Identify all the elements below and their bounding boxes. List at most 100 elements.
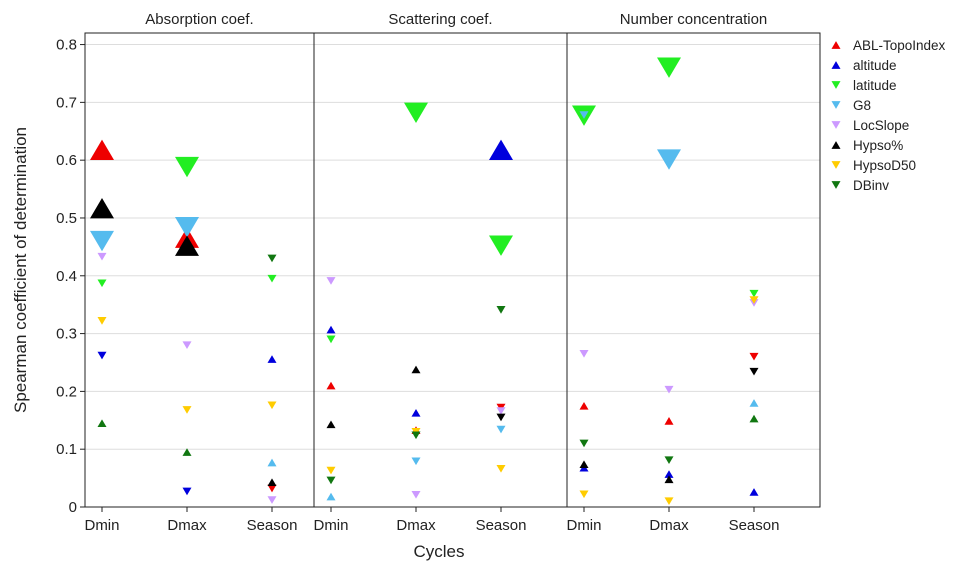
- panel-dividers: [313, 33, 568, 507]
- legend-label: ABL-TopoIndex: [853, 38, 946, 53]
- data-point: [664, 385, 674, 394]
- data-point: [326, 492, 336, 501]
- data-point: [664, 417, 674, 425]
- legend-marker: [831, 141, 841, 149]
- data-point: [496, 465, 506, 473]
- data-point: [749, 414, 759, 423]
- legend-label: LocSlope: [853, 118, 909, 133]
- legend-marker: [831, 121, 841, 129]
- x-axis: Dmin Dmax Season Dmin Dmax Season Dmin Dmax Seas…: [84, 507, 779, 534]
- panel-title: Number concentration: [620, 11, 768, 28]
- data-point: [579, 402, 589, 410]
- data-point: [267, 401, 277, 410]
- data-point: [267, 458, 277, 467]
- data-point: [579, 349, 589, 358]
- data-point: [182, 487, 192, 496]
- data-point: [749, 488, 759, 496]
- data-point: [97, 351, 107, 360]
- legend-label: HypsoD50: [853, 158, 916, 173]
- data-point: [267, 254, 277, 263]
- legend-marker: [831, 101, 841, 109]
- x-tick-label: Dmin: [566, 517, 601, 534]
- x-tick-label: Dmin: [313, 517, 348, 534]
- data-point: [267, 355, 277, 363]
- data-point: [326, 466, 336, 475]
- y-tick-label: 0.7: [56, 94, 77, 111]
- data-point: [182, 448, 192, 456]
- data-point: [267, 478, 277, 486]
- data-point: [175, 217, 199, 238]
- data-point: [664, 470, 674, 478]
- data-point: [326, 381, 336, 390]
- x-tick-label: Season: [476, 517, 527, 534]
- data-point: [267, 496, 277, 504]
- legend-label: Hypso%: [853, 138, 903, 153]
- y-tick-label: 0: [69, 499, 77, 516]
- data-point: [664, 475, 674, 484]
- data-point: [90, 197, 114, 219]
- x-tick-label: Dmax: [396, 517, 436, 534]
- data-point: [496, 425, 506, 434]
- grid-lines: [85, 44, 820, 450]
- data-point: [749, 296, 759, 304]
- x-axis-title: Cycles: [413, 542, 464, 561]
- legend-label: DBinv: [853, 178, 889, 193]
- data-point: [657, 149, 681, 170]
- data-point: [657, 57, 681, 78]
- data-point: [496, 413, 506, 422]
- legend: ABL-TopoIndex altitude latitude G8 LocSlope H…: [831, 38, 946, 193]
- data-point: [664, 497, 674, 506]
- data-point: [326, 420, 336, 429]
- data-point: [496, 407, 506, 415]
- y-tick-label: 0.3: [56, 326, 77, 343]
- data-point: [97, 317, 107, 325]
- data-point: [749, 289, 759, 298]
- data-point: [411, 431, 421, 440]
- data-point: [749, 367, 759, 376]
- y-tick-label: 0.1: [56, 441, 77, 458]
- y-tick-label: 0.5: [56, 210, 77, 227]
- y-tick-label: 0.2: [56, 383, 77, 400]
- panel-title: Scattering coef.: [388, 11, 492, 28]
- y-tick-label: 0.4: [56, 268, 77, 285]
- y-tick-label: 0.6: [56, 152, 77, 169]
- legend-label: altitude: [853, 58, 897, 73]
- data-point: [182, 406, 192, 414]
- data-point: [326, 476, 336, 485]
- data-point: [489, 235, 513, 256]
- x-tick-label: Dmax: [167, 517, 207, 534]
- data-point: [267, 484, 277, 493]
- data-point: [664, 456, 674, 465]
- data-points: [90, 57, 759, 506]
- data-point: [411, 408, 421, 417]
- data-point: [267, 274, 277, 283]
- legend-label: G8: [853, 98, 871, 113]
- data-point: [326, 335, 336, 344]
- data-point: [749, 399, 759, 407]
- data-point: [90, 230, 114, 252]
- legend-label: latitude: [853, 78, 897, 93]
- data-point: [175, 235, 199, 256]
- x-tick-label: Dmax: [649, 517, 689, 534]
- data-point: [411, 457, 421, 466]
- legend-marker: [831, 161, 841, 169]
- data-point: [579, 460, 589, 469]
- data-point: [579, 439, 589, 448]
- y-tick-label: 0.8: [56, 37, 77, 54]
- y-axis-title: Spearman coefficient of determination: [11, 127, 30, 413]
- legend-marker: [831, 61, 841, 69]
- legend-marker: [831, 181, 841, 189]
- data-point: [175, 156, 199, 178]
- x-tick-label: Dmin: [84, 517, 119, 534]
- legend-marker: [831, 81, 841, 89]
- data-point: [411, 365, 421, 374]
- x-tick-label: Season: [729, 517, 780, 534]
- data-point: [97, 419, 107, 428]
- x-tick-label: Season: [247, 517, 298, 534]
- data-point: [489, 139, 513, 160]
- data-point: [326, 325, 336, 334]
- data-point: [404, 102, 428, 123]
- panel-titles: Absorption coef. Scattering coef. Number c…: [145, 11, 767, 28]
- data-point: [90, 139, 114, 160]
